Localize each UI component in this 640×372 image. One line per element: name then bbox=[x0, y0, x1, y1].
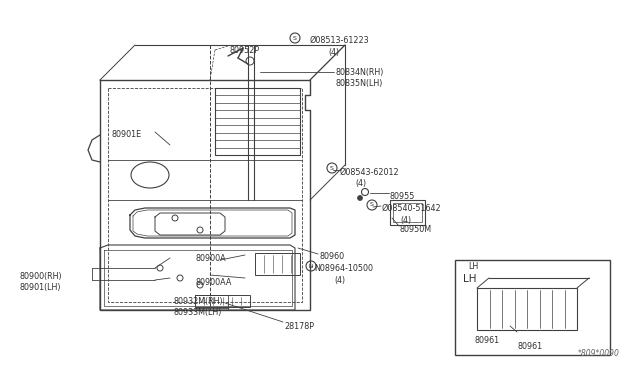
Text: (4): (4) bbox=[334, 276, 345, 285]
Text: 80901(LH): 80901(LH) bbox=[20, 283, 61, 292]
Text: S: S bbox=[293, 35, 297, 41]
Bar bbox=[215, 88, 300, 155]
Bar bbox=[195, 295, 250, 307]
Text: 80835N(LH): 80835N(LH) bbox=[335, 79, 382, 88]
Text: S: S bbox=[370, 202, 374, 208]
Text: 80960: 80960 bbox=[320, 252, 345, 261]
Text: 80961: 80961 bbox=[474, 336, 500, 345]
Text: Ø08540-51642: Ø08540-51642 bbox=[382, 204, 442, 213]
Text: 28178P: 28178P bbox=[284, 322, 314, 331]
Text: 80961: 80961 bbox=[517, 342, 543, 351]
Text: 80932M(RH): 80932M(RH) bbox=[174, 297, 223, 306]
Text: LH: LH bbox=[468, 262, 478, 271]
Text: 80933M(LH): 80933M(LH) bbox=[174, 308, 222, 317]
Bar bbox=[255, 253, 300, 275]
Text: N: N bbox=[309, 263, 313, 269]
Text: (4): (4) bbox=[355, 179, 366, 188]
Text: Ø08543-62012: Ø08543-62012 bbox=[340, 168, 399, 177]
Text: S: S bbox=[330, 166, 334, 170]
Text: 80900(RH): 80900(RH) bbox=[20, 272, 63, 281]
Text: 80901E: 80901E bbox=[112, 130, 142, 139]
Text: Ø08513-61223: Ø08513-61223 bbox=[310, 36, 370, 45]
Bar bbox=[455, 260, 610, 355]
Text: (4): (4) bbox=[400, 216, 411, 225]
Text: 80900AA: 80900AA bbox=[196, 278, 232, 287]
Text: 80834N(RH): 80834N(RH) bbox=[335, 68, 383, 77]
Text: N08964-10500: N08964-10500 bbox=[314, 264, 373, 273]
Text: 80955: 80955 bbox=[390, 192, 415, 201]
Text: 80900A: 80900A bbox=[196, 254, 227, 263]
Text: LH: LH bbox=[463, 274, 477, 284]
Bar bbox=[393, 203, 422, 222]
Text: *809*0090: *809*0090 bbox=[578, 349, 620, 358]
Ellipse shape bbox=[358, 196, 362, 201]
Text: 80952P: 80952P bbox=[230, 46, 260, 55]
Text: (4): (4) bbox=[328, 48, 339, 57]
Bar bbox=[477, 288, 577, 330]
Text: 80950M: 80950M bbox=[400, 225, 432, 234]
Bar bbox=[390, 200, 425, 225]
